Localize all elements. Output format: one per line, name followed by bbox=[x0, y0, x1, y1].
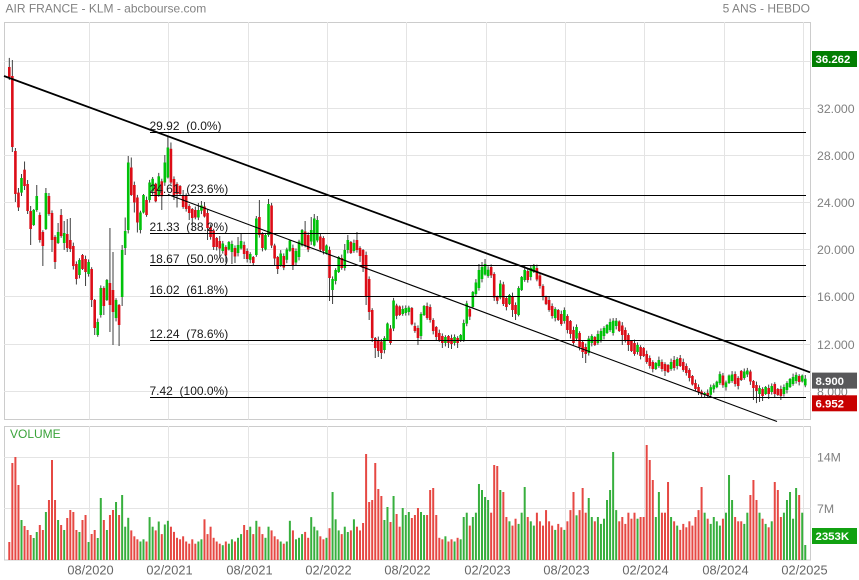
svg-text:29.92 (0.0%): 29.92 (0.0%) bbox=[150, 119, 222, 133]
svg-text:08/2024: 08/2024 bbox=[702, 563, 748, 578]
svg-text:02/2023: 02/2023 bbox=[464, 563, 510, 578]
svg-text:08/2023: 08/2023 bbox=[543, 563, 589, 578]
svg-text:18.67 (50.0%): 18.67 (50.0%) bbox=[150, 252, 229, 266]
svg-text:5 ANS - HEBDO: 5 ANS - HEBDO bbox=[723, 2, 810, 16]
svg-text:6.952: 6.952 bbox=[816, 399, 845, 411]
svg-text:21.33 (38.2%): 21.33 (38.2%) bbox=[150, 220, 229, 234]
svg-text:28.000: 28.000 bbox=[817, 149, 855, 163]
svg-text:8.900: 8.900 bbox=[816, 376, 845, 388]
svg-text:24.61 (23.6%): 24.61 (23.6%) bbox=[150, 182, 229, 196]
svg-text:08/2020: 08/2020 bbox=[67, 563, 113, 578]
svg-text:20.000: 20.000 bbox=[817, 243, 855, 257]
svg-text:2353K: 2353K bbox=[816, 531, 850, 543]
svg-text:16.000: 16.000 bbox=[817, 290, 855, 304]
svg-text:12.000: 12.000 bbox=[817, 338, 855, 352]
svg-text:02/2021: 02/2021 bbox=[146, 563, 192, 578]
svg-text:VOLUME: VOLUME bbox=[10, 427, 61, 441]
svg-text:02/2025: 02/2025 bbox=[781, 563, 827, 578]
svg-text:08/2022: 08/2022 bbox=[384, 563, 430, 578]
svg-text:08/2021: 08/2021 bbox=[226, 563, 272, 578]
svg-text:7.42 (100.0%): 7.42 (100.0%) bbox=[150, 384, 229, 398]
svg-text:16.02 (61.8%): 16.02 (61.8%) bbox=[150, 283, 229, 297]
svg-text:7M: 7M bbox=[817, 502, 834, 516]
svg-text:24.000: 24.000 bbox=[817, 196, 855, 210]
svg-text:02/2024: 02/2024 bbox=[622, 563, 668, 578]
svg-text:14M: 14M bbox=[817, 451, 841, 465]
svg-text:36.262: 36.262 bbox=[816, 54, 851, 66]
svg-text:02/2022: 02/2022 bbox=[305, 563, 351, 578]
svg-text:12.24 (78.6%): 12.24 (78.6%) bbox=[150, 327, 229, 341]
svg-text:AIR FRANCE - KLM - abcbourse.c: AIR FRANCE - KLM - abcbourse.com bbox=[6, 2, 207, 16]
svg-text:32.000: 32.000 bbox=[817, 102, 855, 116]
